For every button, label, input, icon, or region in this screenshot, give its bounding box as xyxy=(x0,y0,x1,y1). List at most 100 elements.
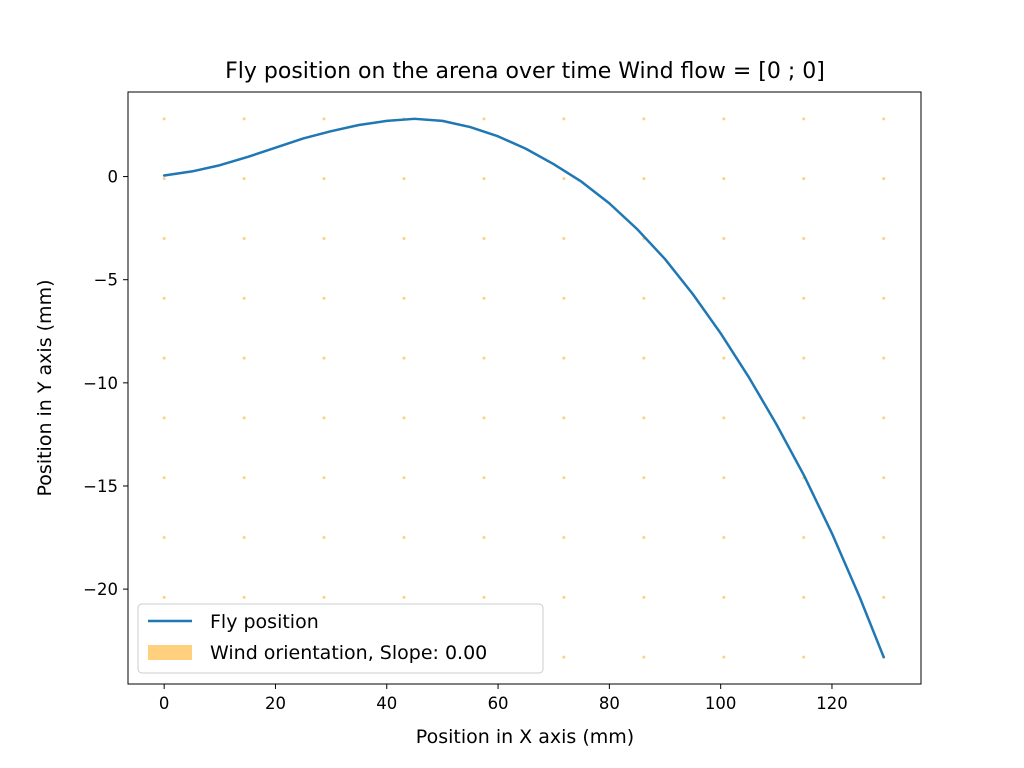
wind-marker-6-5 xyxy=(642,416,646,420)
plot-frame xyxy=(127,91,922,685)
wind-marker-9-6 xyxy=(882,476,886,480)
wind-marker-1-5 xyxy=(242,416,246,420)
wind-marker-5-4 xyxy=(562,356,566,360)
legend: Fly position Wind orientation, Slope: 0.… xyxy=(137,603,544,674)
wind-marker-1-3 xyxy=(242,296,246,300)
wind-marker-6-7 xyxy=(642,536,646,540)
wind-marker-2-2 xyxy=(322,236,326,240)
y-tick-label-0: 0 xyxy=(108,168,119,187)
wind-marker-8-1 xyxy=(802,177,806,181)
wind-marker-8-0 xyxy=(802,117,806,121)
wind-marker-6-1 xyxy=(642,177,646,181)
wind-marker-5-1 xyxy=(562,177,566,181)
wind-marker-0-5 xyxy=(162,416,166,420)
wind-marker-0-0 xyxy=(162,117,166,121)
y-tick-label-3: −15 xyxy=(83,477,118,496)
wind-marker-5-5 xyxy=(562,416,566,420)
wind-marker-3-7 xyxy=(402,536,406,540)
wind-marker-5-2 xyxy=(562,236,566,240)
wind-marker-9-3 xyxy=(882,296,886,300)
wind-marker-1-2 xyxy=(242,236,246,240)
wind-marker-3-5 xyxy=(402,416,406,420)
fly-position-series xyxy=(162,117,885,659)
wind-marker-0-1 xyxy=(162,177,166,181)
wind-marker-9-0 xyxy=(882,117,886,121)
x-tick-label-4: 80 xyxy=(599,694,620,713)
wind-marker-0-3 xyxy=(162,296,166,300)
wind-marker-6-8 xyxy=(642,595,646,599)
wind-marker-9-1 xyxy=(882,177,886,181)
wind-marker-5-0 xyxy=(562,117,566,121)
x-tick-label-2: 40 xyxy=(376,694,397,713)
wind-marker-2-1 xyxy=(322,177,326,181)
wind-marker-8-8 xyxy=(802,595,806,599)
wind-marker-4-7 xyxy=(482,536,486,540)
wind-marker-2-4 xyxy=(322,356,326,360)
wind-marker-4-4 xyxy=(482,356,486,360)
x-tick-label-5: 100 xyxy=(705,694,737,713)
wind-marker-5-7 xyxy=(562,536,566,540)
wind-marker-3-3 xyxy=(402,296,406,300)
wind-marker-2-5 xyxy=(322,416,326,420)
wind-marker-8-4 xyxy=(802,356,806,360)
wind-marker-0-6 xyxy=(162,476,166,480)
legend-box xyxy=(137,603,544,674)
wind-marker-2-6 xyxy=(322,476,326,480)
wind-marker-9-5 xyxy=(882,416,886,420)
wind-marker-8-5 xyxy=(802,416,806,420)
wind-marker-0-2 xyxy=(162,236,166,240)
legend-label-wind-orientation: Wind orientation, Slope: 0.00 xyxy=(210,642,487,664)
wind-marker-3-6 xyxy=(402,476,406,480)
y-tick-label-4: −20 xyxy=(83,580,118,599)
wind-marker-2-3 xyxy=(322,296,326,300)
wind-marker-1-6 xyxy=(242,476,246,480)
wind-marker-5-8 xyxy=(562,595,566,599)
wind-marker-1-1 xyxy=(242,177,246,181)
wind-marker-9-4 xyxy=(882,356,886,360)
wind-marker-7-7 xyxy=(722,536,726,540)
wind-field xyxy=(162,117,886,659)
wind-marker-6-6 xyxy=(642,476,646,480)
wind-marker-8-9 xyxy=(802,655,806,659)
x-tick-label-6: 120 xyxy=(816,694,848,713)
wind-marker-9-7 xyxy=(882,536,886,540)
wind-marker-7-1 xyxy=(722,177,726,181)
wind-marker-7-2 xyxy=(722,236,726,240)
y-tick-label-1: −5 xyxy=(94,271,118,290)
wind-marker-0-8 xyxy=(162,595,166,599)
legend-patch-swatch xyxy=(148,645,192,660)
wind-marker-7-0 xyxy=(722,117,726,121)
wind-marker-6-0 xyxy=(642,117,646,121)
wind-marker-4-0 xyxy=(482,117,486,121)
wind-marker-6-4 xyxy=(642,356,646,360)
wind-marker-5-6 xyxy=(562,476,566,480)
wind-marker-1-8 xyxy=(242,595,246,599)
x-axis-label: Position in X axis (mm) xyxy=(416,726,634,748)
x-tick-label-0: 0 xyxy=(159,694,170,713)
y-axis-label: Position in Y axis (mm) xyxy=(34,280,56,497)
fly-position-line xyxy=(162,117,885,659)
wind-marker-6-3 xyxy=(642,296,646,300)
wind-marker-7-3 xyxy=(722,296,726,300)
wind-marker-3-4 xyxy=(402,356,406,360)
wind-marker-0-7 xyxy=(162,536,166,540)
wind-marker-1-4 xyxy=(242,356,246,360)
wind-marker-8-2 xyxy=(802,236,806,240)
wind-marker-9-2 xyxy=(882,236,886,240)
wind-marker-3-8 xyxy=(402,595,406,599)
y-axis-ticks: 0 −5 −10 −15 −20 xyxy=(83,168,128,599)
wind-marker-4-3 xyxy=(482,296,486,300)
wind-marker-4-1 xyxy=(482,177,486,181)
wind-marker-5-9 xyxy=(562,655,566,659)
y-tick-label-2: −10 xyxy=(83,374,118,393)
wind-marker-4-6 xyxy=(482,476,486,480)
wind-marker-2-8 xyxy=(322,595,326,599)
x-tick-label-3: 60 xyxy=(488,694,509,713)
wind-marker-2-7 xyxy=(322,536,326,540)
wind-marker-3-1 xyxy=(402,177,406,181)
wind-marker-4-5 xyxy=(482,416,486,420)
wind-marker-8-7 xyxy=(802,536,806,540)
wind-marker-7-9 xyxy=(722,655,726,659)
wind-marker-3-2 xyxy=(402,236,406,240)
